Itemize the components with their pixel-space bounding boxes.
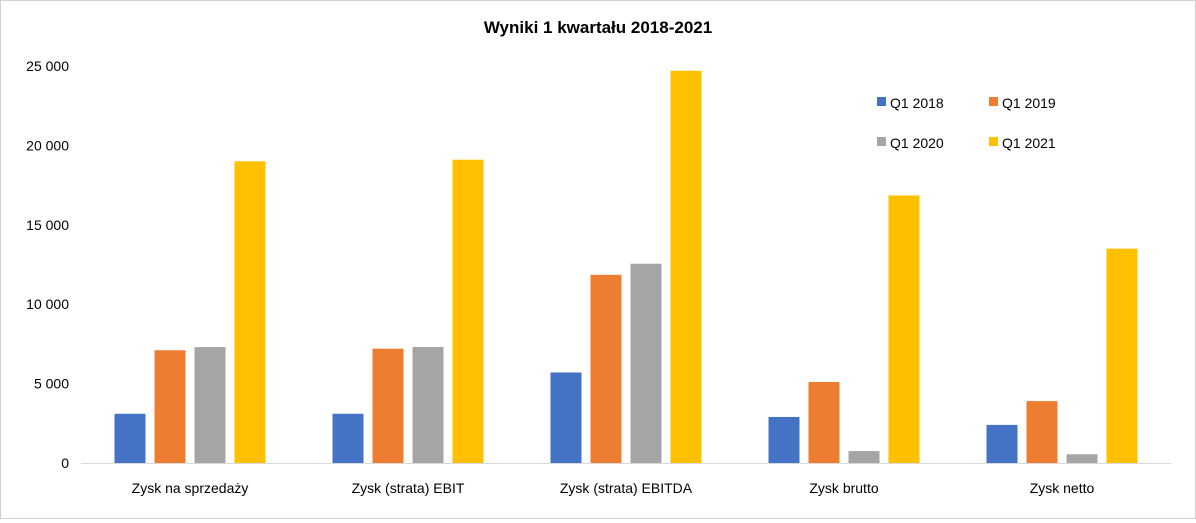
- bar: [234, 161, 266, 463]
- y-tick-label: 5 000: [34, 376, 69, 392]
- legend-swatch: [989, 97, 998, 106]
- bar: [194, 347, 226, 463]
- legend-label: Q1 2019: [1002, 95, 1056, 111]
- legend-swatch: [877, 97, 886, 106]
- bar: [768, 416, 800, 463]
- y-tick-label: 10 000: [26, 296, 69, 312]
- bar: [670, 70, 702, 463]
- y-tick-label: 25 000: [26, 58, 69, 74]
- bar: [550, 372, 582, 463]
- bar: [452, 159, 484, 463]
- x-tick-label: Zysk netto: [1030, 480, 1095, 496]
- legend-label: Q1 2021: [1002, 135, 1056, 151]
- legend-label: Q1 2018: [890, 95, 944, 111]
- x-tick-label: Zysk (strata) EBIT: [352, 480, 465, 496]
- legend-swatch: [989, 137, 998, 146]
- legend-label: Q1 2020: [890, 135, 944, 151]
- bar: [1066, 454, 1098, 463]
- bar: [888, 195, 920, 463]
- bar: [590, 274, 622, 463]
- bar: [114, 413, 146, 463]
- y-tick-label: 15 000: [26, 217, 69, 233]
- bar: [986, 424, 1018, 463]
- bar: [332, 413, 364, 463]
- x-tick-label: Zysk (strata) EBITDA: [560, 480, 693, 496]
- y-tick-label: 20 000: [26, 137, 69, 153]
- bar: [1106, 248, 1138, 463]
- bar: [630, 263, 662, 463]
- y-tick-label: 0: [61, 455, 69, 471]
- bar: [808, 382, 840, 463]
- bar: [1026, 401, 1058, 463]
- chart-title: Wyniki 1 kwartału 2018-2021: [483, 18, 713, 37]
- bar: [372, 348, 404, 463]
- x-tick-label: Zysk na sprzedaży: [132, 480, 249, 496]
- bar: [154, 350, 186, 463]
- bar: [848, 451, 880, 463]
- bar: [412, 347, 444, 463]
- legend-swatch: [877, 137, 886, 146]
- x-tick-label: Zysk brutto: [809, 480, 878, 496]
